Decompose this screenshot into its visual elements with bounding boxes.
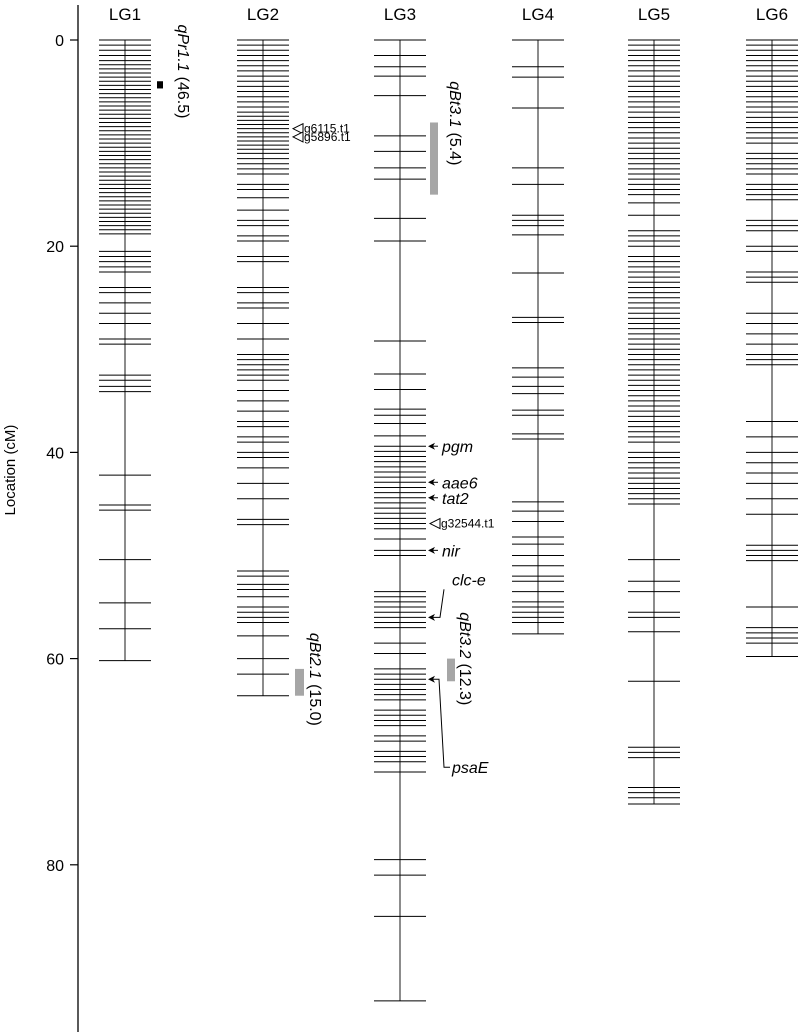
qtl-interval-bar bbox=[157, 81, 163, 89]
qtl-label: qBt3.2 (12.3) bbox=[456, 612, 473, 705]
qtl-name: qBt3.2 bbox=[456, 612, 473, 658]
snp-label: g32544.t1 bbox=[441, 517, 495, 531]
qtl-qpr1-1: qPr1.1 (46.5) bbox=[157, 25, 191, 119]
arrow-head-icon bbox=[428, 442, 435, 450]
qtl-lod-value: (15.0) bbox=[306, 684, 323, 726]
y-axis-title: Location (cM) bbox=[2, 425, 19, 516]
qtl-layer: qPr1.1(46.5)qBt2.1(15.0)qBt3.1(5.4)qBt3.… bbox=[157, 25, 473, 726]
arrow-head-icon bbox=[428, 478, 435, 486]
qtl-lod-value: (12.3) bbox=[456, 663, 473, 705]
gene-marker-clc-e: clc-e bbox=[428, 572, 486, 621]
open-triangle-icon bbox=[291, 131, 304, 143]
gene-label: aae6 bbox=[442, 475, 478, 492]
snp-label: g5896.t1 bbox=[304, 130, 351, 144]
gene-label: clc-e bbox=[452, 572, 486, 589]
linkage-group-lg1: LG1 bbox=[99, 5, 151, 662]
arrow-head-icon bbox=[428, 613, 435, 621]
qtl-lod-value: (46.5) bbox=[174, 77, 191, 119]
gene-label: psaE bbox=[451, 760, 489, 777]
qtl-qbt3-2: qBt3.2 (12.3) bbox=[447, 612, 473, 705]
y-tick-label: 40 bbox=[46, 445, 64, 462]
y-axis: 0 20 40 60 80 Location (cM) bbox=[2, 5, 79, 1032]
linkage-group-lg6: LG6 bbox=[746, 5, 798, 658]
qtl-interval-bar bbox=[430, 122, 438, 195]
gene-marker-psaE: psaE bbox=[428, 675, 489, 777]
lg-title: LG1 bbox=[109, 5, 141, 24]
arrow-head-icon bbox=[428, 494, 435, 502]
linkage-groups: LG1 LG2 LG3 LG4 LG5 LG6 bbox=[99, 5, 798, 1002]
qtl-interval-bar bbox=[295, 668, 304, 696]
y-tick-label: 20 bbox=[46, 239, 64, 256]
qtl-name: qPr1.1 bbox=[174, 25, 191, 72]
qtl-name: qBt3.1 bbox=[446, 81, 463, 127]
snp-marker-g32544-t1: g32544.t1 bbox=[428, 517, 495, 531]
qtl-label: qPr1.1 (46.5) bbox=[174, 25, 191, 119]
y-tick-label: 80 bbox=[46, 858, 64, 875]
qtl-label: qBt3.1 (5.4) bbox=[446, 81, 463, 165]
snp-label: g6115.t1 bbox=[304, 122, 350, 136]
gene-marker-pgm: pgm bbox=[428, 439, 473, 456]
linkage-group-lg4: LG4 bbox=[512, 5, 564, 635]
qtl-label: qBt2.1 (15.0) bbox=[306, 633, 323, 726]
qtl-name: qBt2.1 bbox=[306, 633, 323, 679]
y-tick-label: 60 bbox=[46, 652, 64, 669]
snp-marker-g6115-t1: g6115.t1 bbox=[291, 122, 350, 136]
qtl-qbt2-1: qBt2.1 (15.0) bbox=[295, 633, 323, 726]
lg-title: LG6 bbox=[756, 5, 788, 24]
linkage-group-lg2: LG2 bbox=[237, 5, 289, 697]
gene-label: nir bbox=[442, 543, 460, 560]
leader-line bbox=[430, 589, 445, 618]
linkage-group-lg3: LG3 bbox=[374, 5, 426, 1002]
gene-marker-tat2: tat2 bbox=[428, 491, 469, 508]
open-triangle-icon bbox=[428, 517, 441, 530]
leader-line bbox=[430, 678, 450, 768]
gene-label: pgm bbox=[441, 439, 473, 456]
linkage-group-lg5: LG5 bbox=[628, 5, 680, 805]
lg-title: LG4 bbox=[522, 5, 554, 24]
y-tick-label: 0 bbox=[55, 33, 64, 50]
gene-marker-nir: nir bbox=[428, 543, 460, 560]
gene-marker-aae6: aae6 bbox=[428, 475, 478, 492]
open-triangle-icon bbox=[291, 122, 304, 135]
arrow-head-icon bbox=[428, 546, 435, 554]
lg-title: LG3 bbox=[384, 5, 416, 24]
qtl-interval-bar bbox=[447, 658, 455, 682]
lg-title: LG2 bbox=[247, 5, 279, 24]
snp-marker-g5896-t1: g5896.t1 bbox=[291, 130, 351, 144]
qtl-lod-value: (5.4) bbox=[446, 133, 463, 166]
gene-label: tat2 bbox=[442, 491, 469, 508]
lg-title: LG5 bbox=[638, 5, 670, 24]
arrow-head-icon bbox=[428, 675, 435, 683]
qtl-qbt3-1: qBt3.1 (5.4) bbox=[430, 81, 463, 195]
